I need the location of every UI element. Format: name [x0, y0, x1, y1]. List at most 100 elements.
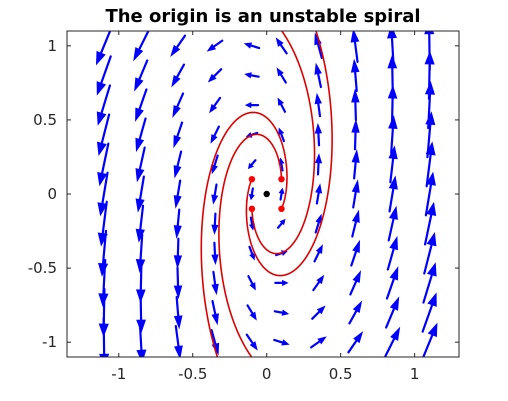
- equilibrium-point: [263, 190, 270, 198]
- field-arrow: [276, 67, 287, 84]
- trajectory-curve: [200, 111, 288, 357]
- field-arrow: [173, 121, 184, 149]
- x-tick-label: -1: [111, 365, 126, 383]
- field-arrow: [385, 296, 400, 329]
- field-arrow: [350, 239, 361, 267]
- field-arrow: [245, 333, 258, 351]
- field-arrow: [135, 175, 145, 213]
- start-point-marker: [278, 205, 285, 213]
- field-arrow: [421, 292, 437, 333]
- field-arrow: [244, 72, 260, 79]
- field-arrow: [385, 266, 399, 300]
- field-arrow: [247, 159, 257, 170]
- field-arrow: [278, 187, 285, 201]
- vector-field: [95, 31, 438, 357]
- field-arrow: [273, 309, 290, 316]
- field-arrow: [311, 305, 326, 320]
- field-arrow: [247, 275, 256, 291]
- field-arrow: [424, 171, 436, 217]
- field-arrow: [174, 325, 183, 357]
- x-tick-label: 0.5: [329, 365, 353, 383]
- field-arrow: [211, 241, 219, 266]
- field-arrow: [135, 204, 145, 243]
- y-tick-label: -1: [42, 333, 57, 351]
- field-arrow: [350, 31, 360, 63]
- field-arrow: [173, 237, 183, 270]
- field-arrow: [313, 244, 323, 263]
- field-arrow: [248, 187, 255, 201]
- chart-title: The origin is an unstable spiral: [105, 6, 420, 27]
- y-tick-label: 0: [47, 185, 57, 203]
- field-arrow: [424, 31, 435, 71]
- field-arrow: [273, 338, 290, 346]
- field-arrow: [96, 84, 112, 126]
- field-arrow: [135, 233, 146, 273]
- field-arrow: [209, 96, 222, 114]
- field-arrow: [210, 125, 220, 144]
- markers: [248, 175, 285, 213]
- field-arrow: [314, 153, 323, 176]
- field-arrow: [277, 97, 287, 113]
- field-arrow: [173, 208, 182, 239]
- field-arrow: [173, 266, 183, 300]
- field-arrow: [388, 175, 398, 213]
- field-arrow: [170, 34, 187, 58]
- field-arrow: [351, 209, 360, 238]
- field-arrow: [96, 113, 111, 157]
- field-arrow: [173, 295, 183, 330]
- field-arrow: [423, 201, 437, 246]
- field-arrow: [347, 330, 364, 354]
- field-arrow: [278, 127, 286, 143]
- field-arrow: [387, 31, 397, 67]
- field-arrow: [351, 179, 360, 209]
- field-arrow: [135, 117, 147, 153]
- field-arrow: [211, 299, 219, 326]
- field-arrow: [423, 231, 437, 275]
- field-arrow: [95, 31, 112, 66]
- start-point-marker: [278, 175, 285, 183]
- field-arrow: [315, 183, 323, 205]
- field-arrow: [243, 42, 261, 50]
- field-arrow: [207, 68, 223, 83]
- field-arrow: [314, 92, 322, 118]
- field-arrow: [211, 154, 219, 175]
- y-tick-label: 1: [47, 37, 57, 55]
- trajectory-curve: [245, 31, 333, 277]
- start-point-marker: [248, 175, 256, 183]
- field-arrow: [384, 326, 401, 357]
- field-arrow: [422, 322, 438, 357]
- x-tick-label: 1: [410, 365, 420, 383]
- field-arrow: [244, 101, 260, 109]
- field-arrow: [133, 31, 150, 62]
- field-arrow: [351, 118, 360, 151]
- field-arrow: [97, 200, 108, 247]
- field-arrow: [248, 245, 256, 261]
- field-arrow: [211, 212, 219, 235]
- field-arrow: [314, 213, 323, 234]
- y-tick-label: 0.5: [33, 111, 57, 129]
- field-arrow: [274, 279, 289, 287]
- plot-area: [67, 31, 459, 357]
- field-arrow: [310, 336, 327, 349]
- field-arrow: [422, 262, 437, 304]
- field-arrow: [97, 142, 110, 187]
- field-arrow: [211, 270, 219, 296]
- trajectories: [200, 31, 333, 357]
- y-tick-label: -0.5: [28, 259, 57, 277]
- field-arrow: [350, 58, 360, 93]
- field-arrow: [348, 300, 363, 325]
- field-arrow: [312, 274, 325, 292]
- field-arrow: [246, 304, 257, 321]
- field-arrow: [173, 179, 182, 209]
- field-arrow: [276, 218, 286, 229]
- field-arrow: [351, 149, 360, 180]
- trajectory-curve: [218, 133, 283, 357]
- field-arrow: [314, 122, 323, 147]
- x-tick-label: -0.5: [178, 365, 207, 383]
- field-arrow: [173, 150, 183, 179]
- field-arrow: [351, 88, 360, 122]
- field-arrow: [96, 55, 112, 96]
- field-arrow: [97, 171, 109, 217]
- axis-ticks: -1 -0.5 0 0.5 1 -1 -0.5 0 0.5 1: [28, 31, 459, 383]
